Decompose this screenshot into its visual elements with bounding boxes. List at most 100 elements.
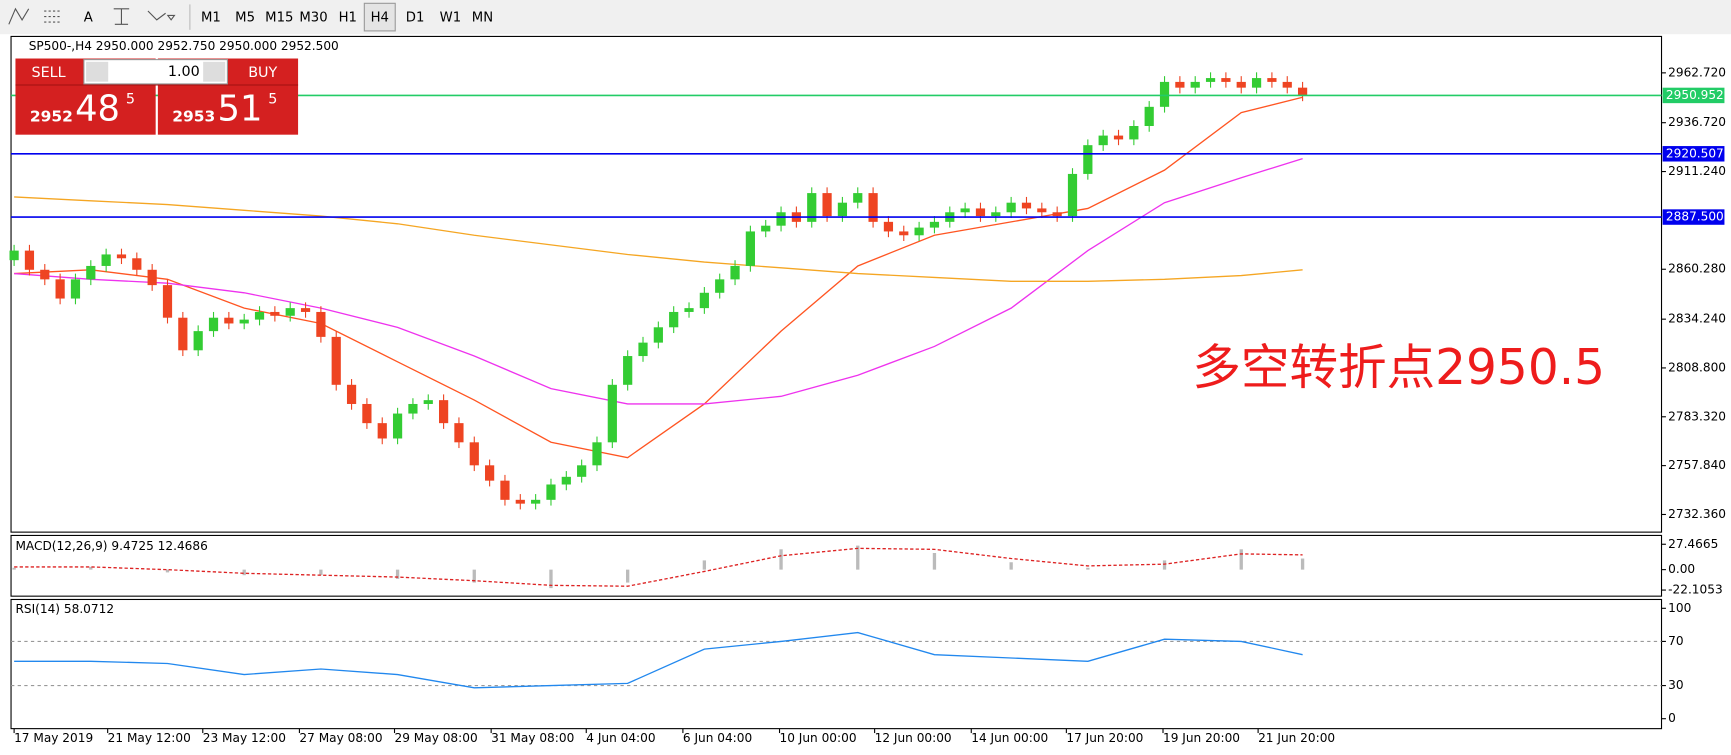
- volume[interactable]: 1.00: [168, 64, 200, 80]
- candle-body: [1129, 126, 1139, 140]
- candle-body: [745, 231, 755, 266]
- toolbar-button[interactable]: W1: [440, 11, 462, 26]
- buy-label[interactable]: BUY: [248, 65, 277, 81]
- toolbar-button[interactable]: H1: [339, 11, 357, 26]
- candle-body: [1083, 145, 1093, 174]
- y-tick-label: 100: [1668, 601, 1691, 615]
- y-tick-label: 2808.800: [1668, 360, 1726, 374]
- candle-body: [162, 285, 173, 318]
- x-tick-label: 4 Jun 04:00: [586, 731, 655, 745]
- candle-body: [577, 465, 587, 477]
- toolbar-button[interactable]: M5: [235, 11, 255, 26]
- candle-body: [669, 311, 679, 328]
- x-tick-label: 14 Jun 00:00: [971, 731, 1048, 745]
- candle-body: [224, 317, 234, 324]
- candle-body: [193, 331, 203, 351]
- y-tick-label: 30: [1668, 678, 1683, 692]
- toolbar-button[interactable]: M30: [299, 11, 327, 26]
- x-tick-label: 17 Jun 20:00: [1066, 731, 1143, 745]
- y-tick-label: 2834.240: [1668, 312, 1726, 326]
- candle-body: [730, 265, 740, 280]
- x-tick-label: 12 Jun 00:00: [875, 731, 952, 745]
- x-tick-label: 6 Jun 04:00: [683, 731, 752, 745]
- candle-body: [1267, 78, 1277, 82]
- candle-body: [868, 193, 878, 222]
- icon: [113, 8, 130, 25]
- bid-big: 2952: [30, 108, 73, 126]
- candle-body: [1067, 173, 1078, 217]
- price-tag-label: 2887.500: [1666, 210, 1724, 224]
- ask-sup: 5: [268, 91, 277, 107]
- y-tick-label: 2757.840: [1668, 458, 1726, 472]
- price-tag: [1662, 209, 1725, 225]
- candle-body: [147, 269, 157, 286]
- candle-body: [960, 208, 970, 213]
- ask-big: 2953: [172, 108, 215, 126]
- candle-body: [500, 480, 510, 500]
- candle-body: [914, 227, 924, 236]
- candle-body: [822, 193, 832, 217]
- candle-body: [239, 319, 249, 324]
- candle-body: [991, 212, 1001, 217]
- candle-body: [1236, 81, 1246, 88]
- candle-body: [699, 292, 709, 309]
- x-tick-label: 23 May 12:00: [203, 731, 286, 745]
- candle-body: [807, 193, 817, 222]
- candle-body: [929, 221, 940, 228]
- x-tick-label: 21 Jun 20:00: [1258, 731, 1335, 745]
- spin-up[interactable]: [203, 61, 226, 82]
- toolbar-button[interactable]: D1: [406, 11, 425, 26]
- candle-body: [438, 400, 449, 424]
- y-tick-label: 2962.720: [1668, 65, 1726, 79]
- candle-body: [408, 403, 418, 414]
- macd-title: MACD(12,26,9) 9.4725 12.4686: [15, 539, 207, 553]
- toolbar: [0, 0, 1731, 35]
- candle-body: [531, 499, 541, 504]
- candle-body: [1037, 208, 1047, 213]
- candle-body: [776, 212, 786, 226]
- ask-main: 51: [217, 88, 262, 129]
- candle-body: [607, 384, 617, 443]
- candle-body: [623, 356, 633, 385]
- y-tick-label: 27.4665: [1668, 537, 1718, 551]
- bid-sup: 5: [126, 91, 135, 107]
- candle-body: [362, 403, 372, 424]
- x-tick-label: 10 Jun 00:00: [780, 731, 857, 745]
- plots: 2962.720 2936.720 2911.240 2860.280 2834.240…: [9, 65, 1726, 745]
- candle-body: [485, 465, 495, 481]
- price-tag-label: 2950.952: [1666, 88, 1724, 102]
- y-tick-label: 70: [1668, 634, 1683, 648]
- spin-down[interactable]: [86, 61, 109, 82]
- toolbar-button[interactable]: M1: [201, 11, 221, 26]
- bid-main: 48: [75, 88, 120, 129]
- candle-body: [346, 384, 357, 404]
- toolbar-button[interactable]: H4: [371, 11, 389, 26]
- candle-body: [316, 311, 326, 337]
- toolbar-button[interactable]: A: [84, 11, 93, 26]
- candle-body: [837, 202, 848, 217]
- active-button: [363, 2, 396, 32]
- candle-body: [515, 499, 525, 504]
- candle-body: [70, 279, 81, 299]
- toolbar-icons: [8, 4, 191, 30]
- candle-body: [853, 193, 863, 203]
- candle-body: [592, 442, 602, 466]
- candle-body: [1144, 106, 1154, 127]
- candle-body: [178, 317, 188, 351]
- x-tick-label: 31 May 08:00: [491, 731, 574, 745]
- toolbar-button[interactable]: M15: [265, 11, 293, 26]
- candle-body: [1282, 81, 1292, 88]
- y-tick-label: 2783.320: [1668, 409, 1726, 423]
- candle-body: [975, 208, 986, 217]
- candle-body: [116, 254, 127, 259]
- candle-body: [1098, 135, 1108, 146]
- y-tick-label: 0: [1668, 711, 1676, 725]
- candle-body: [1297, 87, 1308, 96]
- sell-label[interactable]: SELL: [31, 65, 65, 81]
- toolbar-button[interactable]: MN: [472, 11, 493, 26]
- macd-pane: [10, 534, 1663, 597]
- trade-panel: SELL BUY 1.00 2952 48 5 2953 51 5: [15, 58, 299, 135]
- candle-body: [285, 308, 295, 316]
- candle-body: [899, 231, 909, 236]
- candle-body: [24, 250, 35, 270]
